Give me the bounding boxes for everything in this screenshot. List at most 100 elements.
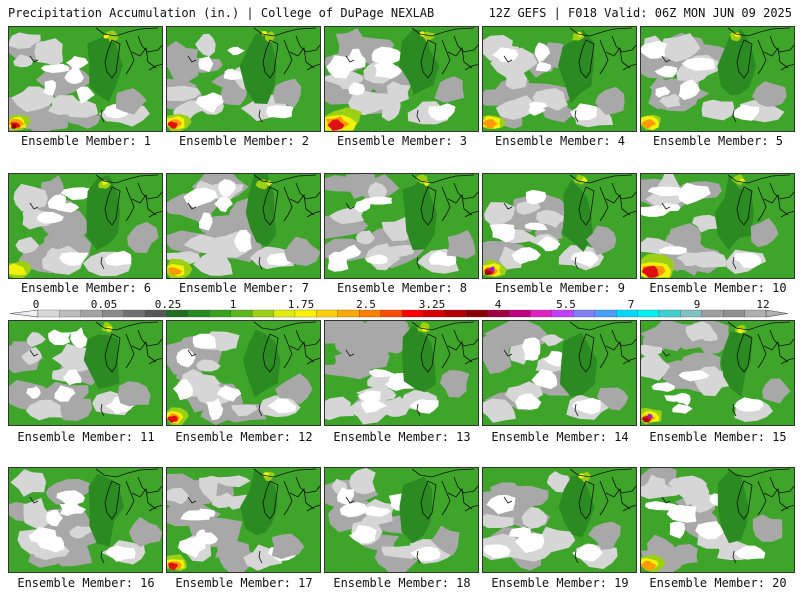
river-line bbox=[416, 403, 421, 417]
ensemble-member-map bbox=[640, 467, 795, 573]
trace-precip-region bbox=[516, 201, 541, 215]
trace-precip-region bbox=[640, 354, 671, 381]
ensemble-member-map bbox=[8, 173, 163, 279]
river-line bbox=[100, 256, 105, 270]
extreme-precip-region bbox=[647, 413, 653, 419]
trace-precip-region bbox=[532, 88, 568, 111]
colorbar-tick-label: 1 bbox=[229, 298, 237, 311]
lake-coastline bbox=[420, 480, 437, 520]
map-border bbox=[482, 26, 637, 132]
lake-coastline bbox=[262, 39, 279, 79]
colorbar-swatch bbox=[316, 309, 339, 318]
light-precip-region bbox=[440, 370, 470, 398]
moderate-precip-region bbox=[86, 175, 121, 251]
trace-precip-region bbox=[23, 497, 50, 531]
ensemble-member-map bbox=[482, 26, 637, 132]
trace-precip-region bbox=[640, 344, 664, 357]
light-precip-region bbox=[129, 516, 163, 547]
precip-map bbox=[482, 173, 637, 279]
trace-precip-region bbox=[166, 85, 201, 101]
heavy-precip-region bbox=[327, 119, 345, 131]
no-precip-region bbox=[64, 67, 84, 84]
no-precip-region bbox=[192, 333, 216, 349]
river-line bbox=[732, 256, 737, 270]
no-precip-region bbox=[59, 501, 87, 516]
river-line bbox=[258, 403, 263, 417]
ensemble-member-label: Ensemble Member: 15 bbox=[649, 430, 787, 444]
no-precip-region bbox=[46, 510, 64, 527]
no-precip-region bbox=[227, 46, 245, 56]
no-precip-region bbox=[492, 47, 519, 63]
colorbar-tick-label: 0 bbox=[32, 298, 40, 311]
ensemble-member-map bbox=[166, 320, 321, 426]
lake-coastline bbox=[569, 27, 633, 37]
lake-coastline bbox=[453, 35, 479, 53]
colorbar-tick-label: 5.5 bbox=[556, 298, 576, 311]
lake-coastline bbox=[780, 357, 795, 365]
moderate-precip-region bbox=[402, 324, 437, 393]
precip-map bbox=[482, 320, 637, 426]
heavy-precip-region bbox=[167, 267, 183, 276]
no-precip-region bbox=[198, 212, 213, 231]
ensemble-member-label: Ensemble Member: 5 bbox=[652, 134, 784, 148]
colorbar-tick-label: 0.05 bbox=[90, 298, 118, 311]
map-border bbox=[8, 467, 163, 573]
lake-coastline bbox=[253, 27, 317, 37]
no-precip-region bbox=[223, 68, 239, 80]
colorbar-swatch bbox=[294, 309, 317, 318]
lake-coastline bbox=[757, 186, 789, 222]
no-precip-region bbox=[522, 337, 541, 359]
trace-precip-region bbox=[691, 214, 719, 233]
heavy-precip-region bbox=[167, 121, 178, 129]
precip-maximum-region bbox=[264, 31, 276, 42]
colorbar-tick-label: 4 bbox=[494, 298, 502, 311]
no-precip-region bbox=[732, 104, 760, 121]
light-precip-region bbox=[762, 378, 791, 404]
lake-coastline bbox=[453, 182, 479, 200]
light-precip-region bbox=[356, 320, 412, 354]
lake-coastline bbox=[295, 35, 321, 53]
colorbar-swatch bbox=[444, 309, 467, 318]
no-precip-region bbox=[198, 56, 214, 72]
no-precip-region bbox=[678, 370, 710, 382]
light-precip-region bbox=[752, 81, 787, 107]
moderate-precip-region bbox=[562, 180, 593, 252]
lake-coastline bbox=[295, 329, 321, 347]
river-line bbox=[345, 496, 355, 504]
colorbar-swatch bbox=[209, 309, 232, 318]
ensemble-member-map bbox=[640, 26, 795, 132]
precip-map bbox=[324, 173, 479, 279]
river-line bbox=[416, 550, 421, 564]
river-line bbox=[29, 496, 39, 504]
lake-coastline bbox=[148, 504, 163, 512]
lake-coastline bbox=[420, 333, 437, 373]
ensemble-member-label: Ensemble Member: 20 bbox=[649, 576, 787, 590]
no-precip-region bbox=[104, 250, 132, 267]
ensemble-member-map bbox=[8, 320, 163, 426]
lake-coastline bbox=[283, 333, 315, 369]
colorbar-tick-label: 3.25 bbox=[418, 298, 446, 311]
colorbar-swatch bbox=[658, 309, 681, 318]
colorbar-swatch bbox=[59, 309, 82, 318]
river-line bbox=[661, 349, 671, 357]
no-precip-region bbox=[349, 525, 377, 544]
precipitation-colorbar bbox=[9, 309, 789, 318]
lake-coastline bbox=[757, 39, 789, 75]
lake-coastline bbox=[420, 186, 437, 226]
lake-coastline bbox=[569, 321, 633, 331]
colorbar-swatch bbox=[744, 309, 767, 318]
colorbar-swatch bbox=[573, 309, 596, 318]
lake-coastline bbox=[769, 35, 795, 53]
colorbar-tick-label: 7 bbox=[627, 298, 635, 311]
river-line bbox=[574, 256, 579, 270]
lake-coastline bbox=[569, 174, 633, 184]
trace-precip-region bbox=[381, 93, 401, 122]
precip-maximum-region bbox=[578, 471, 591, 483]
no-precip-region bbox=[36, 532, 65, 553]
trace-precip-region bbox=[28, 399, 59, 418]
no-precip-region bbox=[173, 378, 193, 401]
river-line bbox=[661, 55, 671, 63]
no-precip-region bbox=[486, 494, 516, 515]
lake-coastline bbox=[283, 186, 315, 222]
no-precip-region bbox=[183, 187, 218, 208]
